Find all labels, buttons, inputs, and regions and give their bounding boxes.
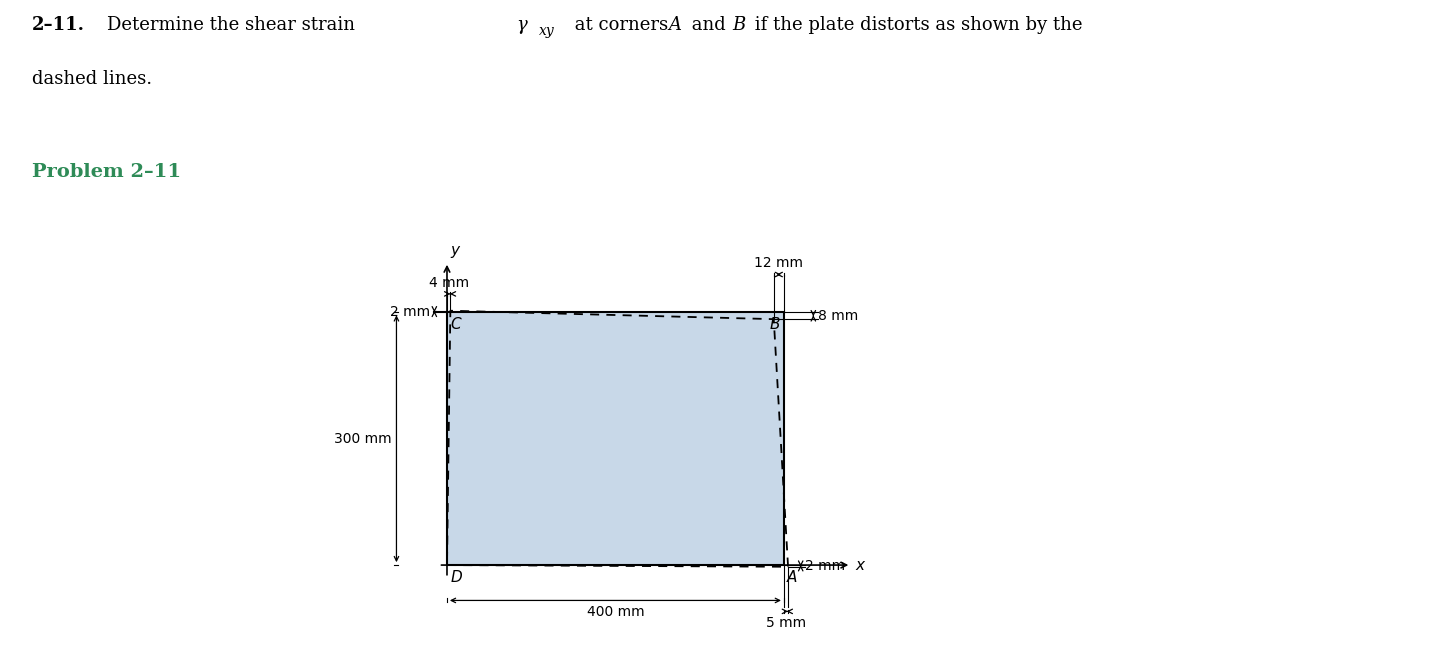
Text: xy: xy xyxy=(539,24,555,38)
Text: 4 mm: 4 mm xyxy=(428,276,468,289)
Text: A: A xyxy=(669,16,682,35)
Text: y: y xyxy=(451,243,460,258)
Text: A: A xyxy=(787,570,798,585)
Text: x: x xyxy=(856,557,865,572)
Text: 5 mm: 5 mm xyxy=(767,615,806,630)
Bar xyxy=(447,312,784,565)
Text: 2 mm: 2 mm xyxy=(806,559,844,573)
Text: D: D xyxy=(451,570,463,585)
Text: Determine the shear strain: Determine the shear strain xyxy=(107,16,360,35)
Text: 12 mm: 12 mm xyxy=(754,256,803,271)
Text: 2–11.: 2–11. xyxy=(32,16,85,35)
Text: if the plate distorts as shown by the: if the plate distorts as shown by the xyxy=(749,16,1082,35)
Text: 2 mm: 2 mm xyxy=(391,304,431,319)
Text: 400 mm: 400 mm xyxy=(586,606,644,619)
Text: Problem 2–11: Problem 2–11 xyxy=(32,163,180,181)
Text: 8 mm: 8 mm xyxy=(817,309,857,323)
Text: B: B xyxy=(732,16,745,35)
Text: B: B xyxy=(769,318,781,333)
Text: γ: γ xyxy=(516,16,526,35)
Text: dashed lines.: dashed lines. xyxy=(32,70,151,88)
Text: at corners: at corners xyxy=(569,16,674,35)
Text: 300 mm: 300 mm xyxy=(334,432,392,446)
Text: C: C xyxy=(451,318,461,333)
Text: and: and xyxy=(686,16,732,35)
